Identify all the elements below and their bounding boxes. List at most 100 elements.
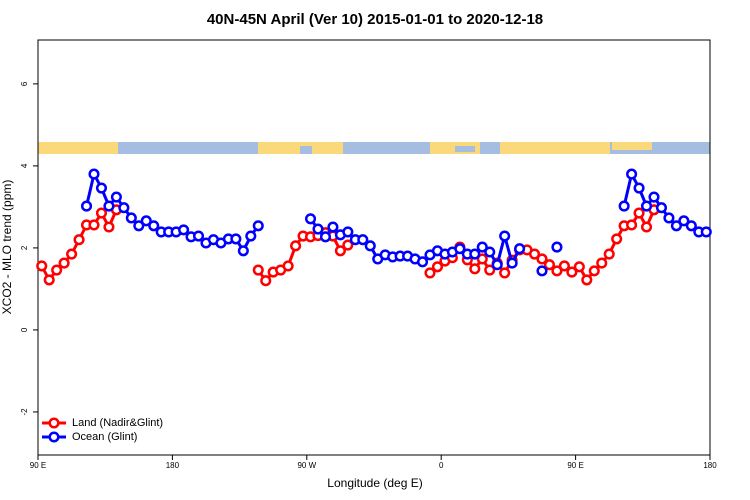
data-point	[663, 212, 675, 224]
data-point	[528, 248, 541, 260]
data-point	[80, 200, 93, 212]
data-point	[640, 221, 653, 233]
data-point	[551, 265, 563, 277]
data-point	[469, 263, 481, 275]
data-point	[148, 220, 160, 232]
data-point	[237, 245, 249, 257]
data-point	[476, 241, 488, 253]
data-point	[633, 182, 645, 194]
data-point	[95, 182, 108, 194]
data-point	[304, 213, 317, 225]
data-point	[88, 219, 100, 231]
data-point	[536, 265, 548, 277]
data-point	[334, 245, 346, 257]
data-point	[633, 207, 645, 219]
legend-marker	[48, 431, 60, 443]
data-point	[618, 200, 630, 212]
data-point	[51, 264, 63, 276]
data-point	[543, 259, 556, 271]
data-point	[611, 233, 623, 245]
x-tick-label: 0	[439, 461, 444, 470]
data-point	[678, 215, 690, 227]
y-tick-label: -2	[20, 408, 29, 416]
data-point	[454, 243, 466, 255]
data-point	[514, 243, 526, 255]
data-point	[476, 253, 488, 265]
data-point	[499, 230, 511, 242]
data-point	[685, 220, 697, 232]
data-point	[626, 219, 638, 231]
data-point	[342, 226, 354, 238]
data-point	[424, 267, 436, 279]
x-tick-label: 180	[703, 461, 717, 470]
data-point	[252, 264, 264, 276]
land-ocean-strip	[38, 142, 710, 154]
data-point	[192, 230, 205, 242]
y-tick-label: 6	[20, 81, 29, 86]
data-point	[670, 220, 682, 232]
data-point	[58, 257, 70, 269]
data-point	[260, 275, 272, 287]
legend-label: Land (Nadir&Glint)	[72, 417, 163, 429]
data-point	[491, 259, 503, 271]
data-point	[312, 223, 324, 235]
data-point	[110, 191, 122, 203]
data-point	[558, 260, 570, 272]
data-point	[245, 230, 257, 242]
data-point	[66, 248, 78, 260]
data-point	[416, 256, 429, 268]
x-axis-label: Longitude (deg E)	[327, 476, 422, 490]
x-tick-label: 90 W	[297, 461, 316, 470]
data-point	[252, 220, 264, 232]
y-tick-label: 2	[20, 245, 29, 250]
data-point	[95, 207, 108, 219]
y-tick-label: 4	[20, 163, 29, 168]
y-tick-label: 0	[20, 327, 29, 332]
data-point	[103, 221, 115, 233]
data-point	[118, 202, 130, 214]
data-point	[88, 168, 100, 180]
data-point	[566, 266, 578, 278]
data-point	[536, 253, 548, 265]
data-point	[573, 261, 585, 273]
data-point	[230, 233, 242, 245]
data-point	[103, 200, 115, 212]
y-axis-label: XCO2 - MLO trend (ppm)	[0, 180, 14, 315]
data-point	[342, 239, 354, 251]
chart-title: 40N-45N April (Ver 10) 2015-01-01 to 202…	[207, 11, 543, 28]
data-point	[499, 267, 511, 279]
data-point	[655, 202, 668, 214]
data-point	[133, 220, 145, 232]
data-point	[36, 260, 48, 272]
data-point	[125, 212, 137, 224]
x-tick-label: 180	[166, 461, 180, 470]
data-point	[603, 248, 615, 260]
data-point	[357, 234, 369, 246]
data-point	[43, 274, 55, 286]
data-point	[551, 241, 563, 253]
x-tick-label: 90 E	[567, 461, 583, 470]
legend-label: Ocean (Glint)	[72, 431, 137, 443]
data-point	[282, 260, 294, 272]
data-point	[626, 168, 638, 180]
data-point	[596, 257, 608, 269]
legend-marker	[48, 417, 60, 429]
data-point	[469, 248, 481, 260]
data-point	[700, 226, 712, 238]
data-point	[327, 221, 339, 233]
data-point	[73, 234, 85, 246]
data-point	[178, 224, 190, 236]
data-point	[484, 246, 496, 258]
x-tick-label: 90 E	[30, 461, 46, 470]
data-point	[648, 191, 660, 203]
data-point	[581, 274, 593, 286]
data-point	[588, 265, 600, 277]
data-point	[431, 261, 444, 273]
data-point	[140, 215, 152, 227]
data-point	[290, 240, 302, 252]
data-point	[319, 231, 332, 243]
data-point	[484, 264, 496, 276]
data-point	[640, 200, 653, 212]
data-point	[506, 257, 518, 269]
